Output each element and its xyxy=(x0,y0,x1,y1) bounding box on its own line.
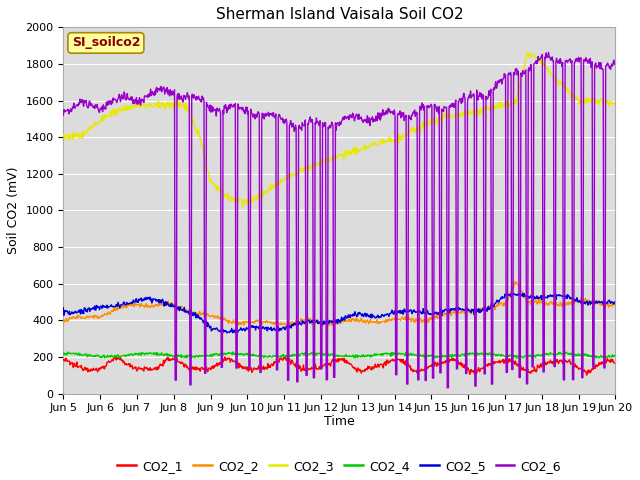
CO2_4 xyxy=(453,352,461,358)
CO2_6 xyxy=(295,122,303,128)
Line: CO2_4: CO2_4 xyxy=(63,352,616,359)
CO2_3 xyxy=(524,50,531,56)
CO2_5 xyxy=(60,305,67,311)
CO2_1 xyxy=(296,365,303,371)
CO2_1 xyxy=(60,357,67,363)
CO2_3 xyxy=(60,132,67,138)
CO2_1 xyxy=(476,369,484,374)
X-axis label: Time: Time xyxy=(324,415,355,428)
Line: CO2_2: CO2_2 xyxy=(63,282,616,326)
CO2_4 xyxy=(60,351,67,357)
CO2_4 xyxy=(513,356,520,361)
CO2_1 xyxy=(112,354,120,360)
CO2_3 xyxy=(453,111,461,117)
CO2_2 xyxy=(511,279,518,285)
CO2_6 xyxy=(612,58,620,64)
CO2_2 xyxy=(612,302,620,308)
Legend: CO2_1, CO2_2, CO2_3, CO2_4, CO2_5, CO2_6: CO2_1, CO2_2, CO2_3, CO2_4, CO2_5, CO2_6 xyxy=(113,455,566,478)
CO2_2 xyxy=(476,307,484,312)
Line: CO2_1: CO2_1 xyxy=(63,357,616,375)
CO2_5 xyxy=(120,299,127,305)
CO2_1 xyxy=(583,372,591,378)
CO2_1 xyxy=(204,369,211,374)
CO2_2 xyxy=(120,303,127,309)
CO2_1 xyxy=(537,361,545,367)
CO2_6 xyxy=(476,90,484,96)
CO2_6 xyxy=(453,366,461,372)
Line: CO2_3: CO2_3 xyxy=(63,53,616,207)
CO2_2 xyxy=(60,319,67,324)
CO2_5 xyxy=(612,300,620,306)
CO2_5 xyxy=(453,305,461,311)
Text: SI_soilco2: SI_soilco2 xyxy=(72,36,140,49)
CO2_3 xyxy=(538,60,545,66)
CO2_2 xyxy=(283,323,291,329)
CO2_1 xyxy=(453,360,461,366)
CO2_4 xyxy=(538,353,545,359)
CO2_4 xyxy=(120,353,127,359)
CO2_2 xyxy=(453,310,461,316)
CO2_4 xyxy=(296,352,303,358)
CO2_3 xyxy=(476,111,484,117)
Title: Sherman Island Vaisala Soil CO2: Sherman Island Vaisala Soil CO2 xyxy=(216,7,463,22)
CO2_6 xyxy=(537,56,545,61)
CO2_3 xyxy=(612,102,620,108)
CO2_3 xyxy=(296,168,303,173)
CO2_2 xyxy=(296,320,303,325)
CO2_1 xyxy=(120,359,128,365)
CO2_6 xyxy=(545,49,552,55)
CO2_4 xyxy=(476,350,484,356)
Line: CO2_6: CO2_6 xyxy=(63,52,616,388)
CO2_6 xyxy=(204,104,211,109)
CO2_3 xyxy=(239,204,246,210)
CO2_6 xyxy=(120,95,127,100)
CO2_6 xyxy=(444,385,451,391)
CO2_5 xyxy=(538,293,545,299)
CO2_6 xyxy=(60,112,67,118)
CO2_4 xyxy=(204,353,211,359)
Line: CO2_5: CO2_5 xyxy=(63,293,616,333)
CO2_2 xyxy=(204,311,211,317)
CO2_5 xyxy=(509,290,517,296)
CO2_3 xyxy=(204,165,211,171)
CO2_4 xyxy=(229,349,237,355)
CO2_5 xyxy=(296,320,303,326)
Y-axis label: Soil CO2 (mV): Soil CO2 (mV) xyxy=(7,167,20,254)
CO2_4 xyxy=(612,352,620,358)
CO2_1 xyxy=(612,360,620,366)
CO2_3 xyxy=(120,107,127,112)
CO2_2 xyxy=(538,300,545,305)
CO2_5 xyxy=(223,330,230,336)
CO2_5 xyxy=(204,324,211,329)
CO2_5 xyxy=(476,307,484,312)
